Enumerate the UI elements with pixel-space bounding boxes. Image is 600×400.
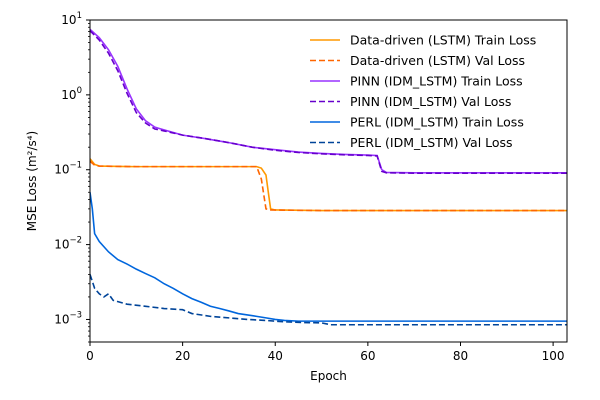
x-axis-label: Epoch bbox=[310, 369, 347, 383]
y-axis-ticks: 10−3 10−2 10−1 100 101 bbox=[54, 11, 90, 343]
x-tick-label: 40 bbox=[268, 349, 283, 363]
series-line-2 bbox=[90, 160, 567, 212]
x-axis-ticks: 0 20 40 60 80 100 bbox=[86, 342, 565, 363]
legend-label: Data-driven (LSTM) Val Loss bbox=[350, 53, 525, 68]
x-tick-label: 100 bbox=[542, 349, 565, 363]
y-tick-label: 10−2 bbox=[54, 236, 82, 252]
y-tick-label: 101 bbox=[61, 11, 82, 27]
legend-label: PERL (IDM_LSTM) Val Loss bbox=[350, 135, 513, 150]
series-line-5 bbox=[90, 192, 567, 322]
series-layer bbox=[90, 28, 567, 326]
x-tick-label: 60 bbox=[360, 349, 375, 363]
legend-label: Data-driven (LSTM) Train Loss bbox=[350, 33, 536, 48]
y-tick-label: 100 bbox=[61, 86, 82, 102]
x-tick-label: 0 bbox=[86, 349, 94, 363]
x-tick-label: 20 bbox=[175, 349, 190, 363]
plot-area bbox=[90, 20, 567, 342]
x-tick-label: 80 bbox=[453, 349, 468, 363]
series-line-6 bbox=[90, 274, 567, 326]
y-tick-label: 10−1 bbox=[54, 161, 82, 177]
legend: Data-driven (LSTM) Train Loss Data-driven… bbox=[310, 33, 536, 150]
legend-label: PINN (IDM_LSTM) Val Loss bbox=[350, 94, 511, 109]
legend-label: PINN (IDM_LSTM) Train Loss bbox=[350, 74, 523, 89]
legend-label: PERL (IDM_LSTM) Train Loss bbox=[350, 115, 524, 130]
y-tick-label: 10−3 bbox=[54, 310, 82, 326]
series-line-4 bbox=[90, 30, 567, 174]
y-axis-label: MSE Loss (m²/s⁴) bbox=[25, 131, 39, 231]
